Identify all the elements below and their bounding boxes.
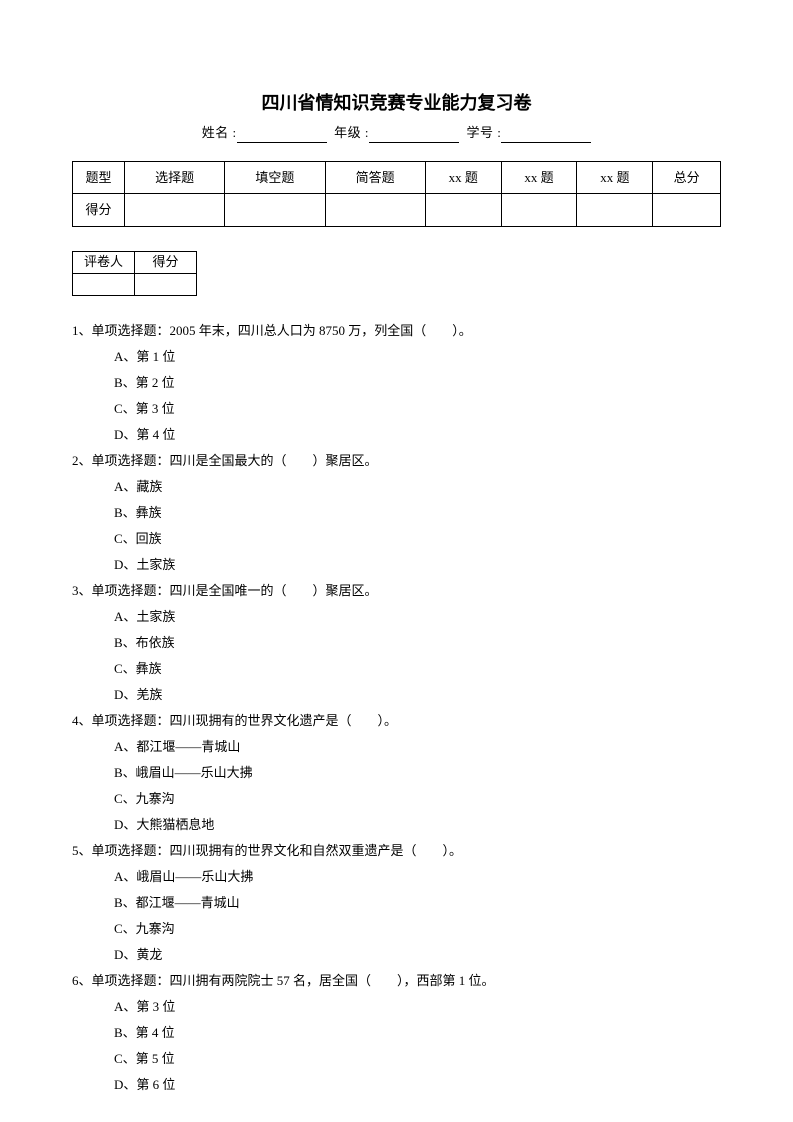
cell — [425, 194, 501, 227]
question-option: D、羌族 — [72, 682, 721, 708]
cell — [577, 194, 653, 227]
table-row: 得分 — [73, 194, 721, 227]
question-option: D、第 4 位 — [72, 422, 721, 448]
cell — [135, 273, 197, 295]
cell: xx 题 — [577, 161, 653, 194]
question-stem: 3、单项选择题：四川是全国唯一的（ ）聚居区。 — [72, 578, 721, 604]
grade-blank — [369, 129, 459, 143]
question-stem: 5、单项选择题：四川现拥有的世界文化和自然双重遗产是（ ）。 — [72, 838, 721, 864]
table-row: 评卷人 得分 — [73, 251, 197, 273]
question-option: B、第 2 位 — [72, 370, 721, 396]
table-row: 题型 选择题 填空题 简答题 xx 题 xx 题 xx 题 总分 — [73, 161, 721, 194]
question-option: A、藏族 — [72, 474, 721, 500]
question-option: D、大熊猫栖息地 — [72, 812, 721, 838]
question-option: B、第 4 位 — [72, 1020, 721, 1046]
question-option: D、黄龙 — [72, 942, 721, 968]
question-option: C、彝族 — [72, 656, 721, 682]
question-stem: 4、单项选择题：四川现拥有的世界文化遗产是（ ）。 — [72, 708, 721, 734]
question-option: C、九寨沟 — [72, 786, 721, 812]
question-option: C、第 5 位 — [72, 1046, 721, 1072]
question-option: A、都江堰——青城山 — [72, 734, 721, 760]
question-option: B、彝族 — [72, 500, 721, 526]
grader-table: 评卷人 得分 — [72, 251, 197, 296]
cell — [225, 194, 325, 227]
id-label: 学号 : — [466, 125, 501, 140]
question-option: D、第 6 位 — [72, 1072, 721, 1098]
cell: 得分 — [73, 194, 125, 227]
name-blank — [237, 129, 327, 143]
score-table: 题型 选择题 填空题 简答题 xx 题 xx 题 xx 题 总分 得分 — [72, 161, 721, 227]
cell — [501, 194, 577, 227]
cell: xx 题 — [425, 161, 501, 194]
info-line: 姓名 : 年级 : 学号 : — [72, 123, 721, 143]
cell: 总分 — [653, 161, 721, 194]
question-stem: 2、单项选择题：四川是全国最大的（ ）聚居区。 — [72, 448, 721, 474]
page-title: 四川省情知识竞赛专业能力复习卷 — [72, 90, 721, 117]
question-stem: 6、单项选择题：四川拥有两院院士 57 名，居全国（ ），西部第 1 位。 — [72, 968, 721, 994]
cell: 得分 — [135, 251, 197, 273]
cell: 简答题 — [325, 161, 425, 194]
question-option: B、布依族 — [72, 630, 721, 656]
question-option: C、回族 — [72, 526, 721, 552]
cell — [653, 194, 721, 227]
cell — [325, 194, 425, 227]
question-option: D、土家族 — [72, 552, 721, 578]
name-label: 姓名 : — [202, 125, 237, 140]
question-option: A、峨眉山——乐山大拂 — [72, 864, 721, 890]
question-stem: 1、单项选择题：2005 年末，四川总人口为 8750 万，列全国（ ）。 — [72, 318, 721, 344]
question-option: A、土家族 — [72, 604, 721, 630]
cell: 填空题 — [225, 161, 325, 194]
cell — [125, 194, 225, 227]
question-option: A、第 3 位 — [72, 994, 721, 1020]
table-row — [73, 273, 197, 295]
id-blank — [501, 129, 591, 143]
question-option: C、九寨沟 — [72, 916, 721, 942]
cell — [73, 273, 135, 295]
questions-block: 1、单项选择题：2005 年末，四川总人口为 8750 万，列全国（ ）。A、第… — [72, 318, 721, 1098]
question-option: B、都江堰——青城山 — [72, 890, 721, 916]
cell: 题型 — [73, 161, 125, 194]
cell: xx 题 — [501, 161, 577, 194]
cell: 评卷人 — [73, 251, 135, 273]
cell: 选择题 — [125, 161, 225, 194]
question-option: B、峨眉山——乐山大拂 — [72, 760, 721, 786]
grade-label: 年级 : — [334, 125, 369, 140]
question-option: C、第 3 位 — [72, 396, 721, 422]
question-option: A、第 1 位 — [72, 344, 721, 370]
